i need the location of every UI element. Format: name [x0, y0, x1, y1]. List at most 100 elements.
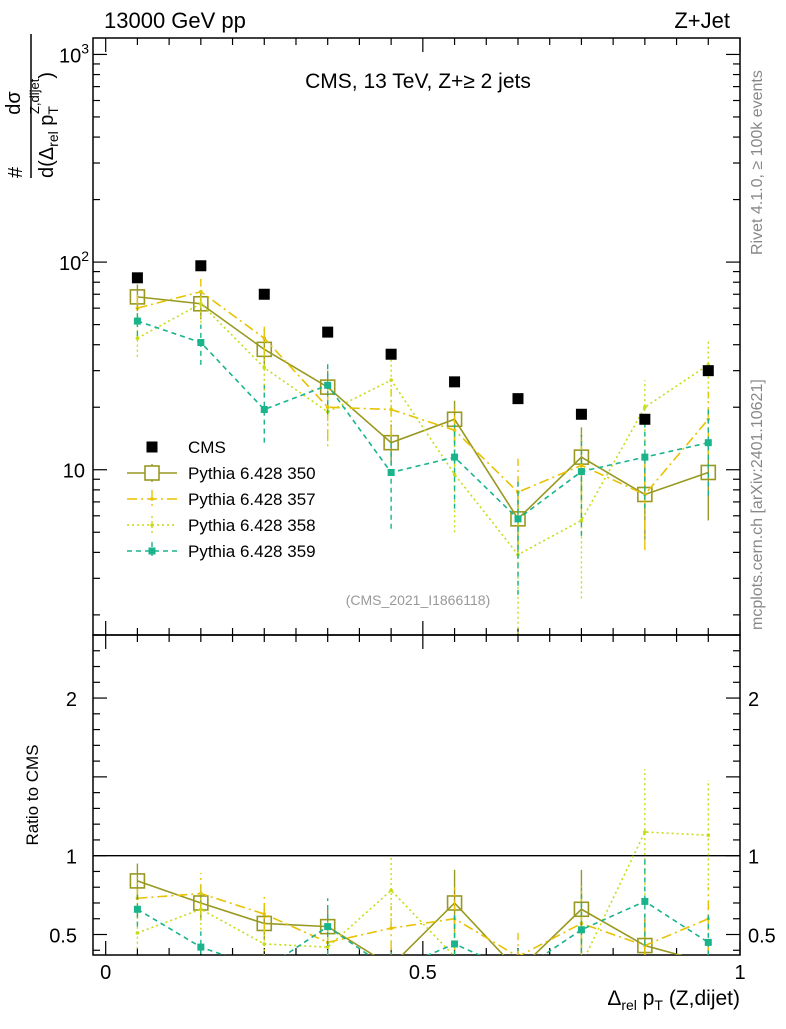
- ratio-series-pythia-6.428-359: [133, 857, 712, 973]
- ratio-point-marker: [511, 964, 525, 978]
- ratio-point-marker: [641, 897, 649, 905]
- main-y-tick-base: 10: [63, 461, 85, 483]
- y-label-denominator: d(Δrel pTZ,dijet): [27, 72, 61, 178]
- ratio-point-marker: [324, 923, 332, 931]
- y-label-rel: rel: [45, 131, 61, 147]
- main-y-tick-exp: 3: [81, 40, 89, 56]
- y-label-hash: #: [5, 166, 27, 178]
- ratio-point-marker: [580, 963, 584, 967]
- main-point-marker: [262, 336, 267, 340]
- legend-label: CMS: [188, 438, 226, 457]
- ratio-plot-frame: [92, 634, 741, 956]
- ratio-point-marker: [384, 959, 398, 973]
- ratio-series-line: [137, 892, 709, 955]
- main-series-pythia-6.428-350: [129, 284, 717, 553]
- main-point-marker: [133, 317, 141, 325]
- main-y-tick-label: 10: [63, 461, 85, 483]
- y-label-T: T: [45, 106, 61, 115]
- cms-data-point: [449, 376, 461, 388]
- legend-swatch-marker: [148, 547, 156, 555]
- ratio-y-tick-label-left: 0.5: [49, 926, 77, 948]
- main-point-marker: [452, 472, 457, 477]
- ratio-point-marker: [701, 956, 715, 970]
- main-point-marker: [452, 428, 457, 433]
- main-point-marker: [262, 365, 267, 370]
- legend-swatch-marker: [144, 465, 160, 481]
- legend-entry: Pythia 6.428 359: [127, 542, 316, 561]
- main-y-axis-label: # dσ d(Δrel pTZ,dijet): [3, 34, 61, 178]
- main-series-pythia-6.428-359: [133, 308, 712, 595]
- main-series-line: [137, 290, 709, 496]
- ratio-point-marker: [325, 945, 330, 949]
- ratio-point-marker: [704, 938, 712, 946]
- ratio-axis-ticks: 0.5 0.51 12 20 0.5 1: [49, 634, 776, 984]
- ratio-point-marker: [261, 966, 268, 973]
- ratio-point-marker: [199, 907, 203, 912]
- ratio-y-tick-label-left: 2: [66, 689, 77, 711]
- ratio-point-marker: [577, 926, 585, 934]
- legend-entry: Pythia 6.428 350: [127, 464, 316, 483]
- ratio-point-marker: [516, 983, 520, 987]
- y-label-d: d(: [36, 160, 58, 178]
- main-point-marker: [704, 439, 712, 447]
- ratio-series-line: [137, 880, 683, 955]
- x-label-rel: rel: [621, 997, 637, 1013]
- main-point-marker: [135, 336, 140, 340]
- main-point-marker: [389, 407, 393, 412]
- x-axis-label: Δrel pT (Z,dijet): [607, 987, 740, 1013]
- x-label-rest: (Z,dijet): [663, 987, 740, 1010]
- main-point-marker: [197, 338, 205, 346]
- main-y-tick-base: 10: [59, 45, 81, 67]
- x-tick-label: 0.5: [409, 962, 437, 984]
- ratio-y-tick-label-left: 1: [66, 847, 77, 869]
- ratio-series-pythia-6.428-358: [135, 768, 711, 987]
- header-right: Z+Jet: [674, 8, 730, 33]
- legend-swatch-marker: [150, 523, 154, 527]
- x-label-delta: Δ: [607, 987, 621, 1010]
- ratio-point-marker: [129, 873, 146, 889]
- legend-entry: Pythia 6.428 357: [127, 490, 316, 509]
- legend-label: Pythia 6.428 357: [188, 490, 316, 509]
- legend-swatch-marker: [150, 497, 154, 501]
- cms-data-point: [195, 260, 207, 272]
- ratio-point-marker: [135, 931, 140, 935]
- cms-data-point: [702, 365, 714, 377]
- legend-entry: CMS: [146, 438, 226, 457]
- cms-data-point: [512, 393, 524, 405]
- cms-data-point: [258, 288, 270, 300]
- main-point-marker: [451, 453, 459, 461]
- ratio-y-tick-label-right: 2: [748, 689, 759, 711]
- mcplots-label: mcplots.cern.ch [arXiv:2401.10621]: [749, 379, 766, 630]
- main-point-marker: [260, 406, 268, 414]
- legend-label: Pythia 6.428 358: [188, 516, 316, 535]
- ratio-y-tick-label-right: 0.5: [748, 926, 776, 948]
- y-label-sup: Z,dijet: [27, 78, 42, 114]
- ratio-series-line: [136, 900, 709, 955]
- analysis-label: (CMS_2021_I1866118): [346, 592, 491, 608]
- ratio-series-group: [129, 768, 715, 987]
- ratio-point-marker: [517, 954, 519, 955]
- main-point-marker: [325, 405, 330, 410]
- main-point-marker: [579, 463, 584, 468]
- main-point-marker: [324, 381, 332, 389]
- rivet-label: Rivet 4.1.0, ≥ 100k events: [749, 70, 766, 255]
- plot-title: CMS, 13 TeV, Z+≥ 2 jets: [305, 70, 531, 93]
- ratio-y-label: Ratio to CMS: [23, 744, 42, 845]
- y-label-p: p: [36, 115, 58, 132]
- y-label-delta: Δ: [36, 147, 58, 160]
- ratio-point-marker: [643, 830, 647, 834]
- ratio-point-marker: [262, 942, 267, 946]
- cms-data-point: [131, 272, 143, 284]
- x-label-p: p: [637, 987, 655, 1010]
- legend-entry: Pythia 6.428 358: [127, 516, 316, 535]
- x-tick-label: 0: [100, 962, 111, 984]
- legend-label: Pythia 6.428 359: [188, 542, 316, 561]
- main-series-line: [137, 296, 709, 521]
- main-point-marker: [643, 405, 647, 410]
- cms-data-point: [639, 413, 651, 425]
- x-label-T: T: [654, 997, 663, 1013]
- main-point-marker: [389, 378, 393, 382]
- ratio-point-marker: [389, 888, 393, 893]
